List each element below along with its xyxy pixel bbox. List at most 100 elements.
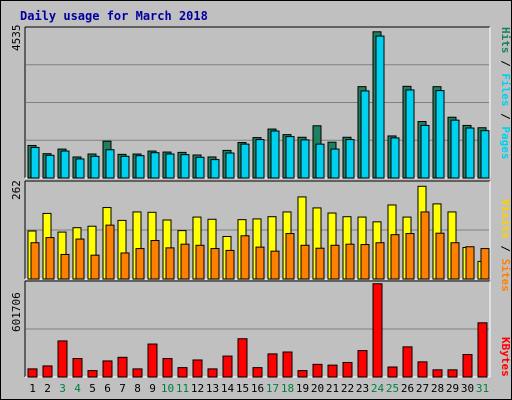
bar-top-files-day-31 xyxy=(480,130,490,179)
x-tick-label-day-21: 21 xyxy=(326,382,339,395)
bar-middle-sites-day-12 xyxy=(195,244,205,280)
bar-bottom-kbytes-day-1 xyxy=(27,368,38,378)
bar-top-files-day-19 xyxy=(300,139,310,179)
bar-top-files-day-24 xyxy=(375,35,385,179)
bar-top-files-day-4 xyxy=(75,158,85,179)
legend-hits: Hits xyxy=(499,27,512,54)
legend-separator: / xyxy=(499,107,512,127)
x-tick-label-day-2: 2 xyxy=(44,382,51,395)
x-tick-label-day-12: 12 xyxy=(191,382,204,395)
bar-middle-sites-day-2 xyxy=(45,237,55,280)
legend-separator: / xyxy=(499,54,512,74)
bar-top-files-day-21 xyxy=(330,148,340,179)
bar-middle-sites-day-9 xyxy=(150,240,160,280)
legend-files: Files xyxy=(499,73,512,106)
x-tick-label-day-23: 23 xyxy=(356,382,369,395)
legend-kbytes: KBytes xyxy=(499,337,512,377)
bar-top-files-day-1 xyxy=(30,146,40,179)
bar-top-files-day-12 xyxy=(195,156,205,179)
legend-sites: Sites xyxy=(499,259,512,292)
x-tick-label-day-1: 1 xyxy=(29,382,36,395)
x-tick-label-day-4: 4 xyxy=(74,382,81,395)
bar-middle-sites-day-20 xyxy=(315,247,325,280)
bar-bottom-kbytes-day-29 xyxy=(447,369,458,378)
bar-middle-sites-day-6 xyxy=(105,224,115,280)
bar-middle-sites-day-1 xyxy=(30,242,40,280)
bar-bottom-kbytes-day-26 xyxy=(402,346,413,378)
bar-middle-sites-day-15 xyxy=(240,235,250,280)
panel-middle-max-label: 262 xyxy=(10,180,23,200)
bar-middle-sites-day-31 xyxy=(480,248,490,280)
legend-visits: Visits xyxy=(499,199,512,239)
x-tick-label-day-22: 22 xyxy=(341,382,354,395)
x-tick-label-day-30: 30 xyxy=(461,382,474,395)
bar-top-files-day-10 xyxy=(165,153,175,179)
bar-middle-sites-day-26 xyxy=(405,233,415,280)
bar-bottom-kbytes-day-22 xyxy=(342,361,353,378)
bar-top-files-day-7 xyxy=(120,155,130,179)
panel-middle-legend: Visits / Sites xyxy=(499,199,512,292)
x-tick-label-day-11: 11 xyxy=(176,382,189,395)
bar-bottom-kbytes-day-14 xyxy=(222,355,233,378)
bar-middle-sites-day-13 xyxy=(210,248,220,280)
bar-middle-sites-day-5 xyxy=(90,254,100,280)
bar-middle-sites-day-18 xyxy=(285,233,295,280)
bar-middle-sites-day-4 xyxy=(75,238,85,280)
bar-bottom-kbytes-day-30 xyxy=(462,354,473,378)
bar-bottom-kbytes-day-9 xyxy=(147,343,158,378)
bar-middle-sites-day-17 xyxy=(270,250,280,280)
x-tick-label-day-13: 13 xyxy=(206,382,219,395)
x-tick-label-day-31: 31 xyxy=(476,382,489,395)
bar-middle-sites-day-24 xyxy=(375,242,385,280)
x-axis-labels: 1 2 3 4 5 6 7 8 9 10 11 12 13 14 15 16 17 18 19 20 21 22 23 24 2… xyxy=(29,382,489,395)
bar-bottom-kbytes-day-25 xyxy=(387,366,398,378)
panel-top-max-label: 4535 xyxy=(10,25,23,52)
bar-bottom-kbytes-day-27 xyxy=(417,361,428,378)
bar-bottom-kbytes-day-21 xyxy=(327,364,338,378)
bar-middle-sites-day-7 xyxy=(120,252,130,280)
x-tick-label-day-17: 17 xyxy=(266,382,279,395)
bar-middle-sites-day-25 xyxy=(390,234,400,280)
x-tick-label-day-24: 24 xyxy=(371,382,385,395)
x-tick-label-day-8: 8 xyxy=(134,382,141,395)
chart-title: Daily usage for March 2018 xyxy=(20,9,208,23)
bar-middle-sites-day-19 xyxy=(300,244,310,280)
x-tick-label-day-14: 14 xyxy=(221,382,235,395)
panel-bottom: 601706 KBytes xyxy=(10,280,512,378)
bar-bottom-kbytes-day-11 xyxy=(177,367,188,378)
bar-middle-sites-day-21 xyxy=(330,244,340,280)
x-tick-label-day-9: 9 xyxy=(149,382,156,395)
x-tick-label-day-18: 18 xyxy=(281,382,294,395)
x-tick-label-day-10: 10 xyxy=(161,382,174,395)
bar-middle-sites-day-29 xyxy=(450,242,460,280)
bar-top-files-day-30 xyxy=(465,127,475,179)
bar-middle-sites-day-30 xyxy=(465,246,475,280)
bar-top-files-day-22 xyxy=(345,139,355,179)
bar-top-files-day-23 xyxy=(360,90,370,179)
bar-bottom-kbytes-day-8 xyxy=(132,368,143,378)
bar-top-files-day-11 xyxy=(180,154,190,179)
bar-top-files-day-25 xyxy=(390,137,400,179)
bar-bottom-kbytes-day-6 xyxy=(102,360,113,378)
x-tick-label-day-6: 6 xyxy=(104,382,111,395)
bar-bottom-kbytes-day-3 xyxy=(57,340,68,378)
bar-bottom-kbytes-day-18 xyxy=(282,351,293,378)
bar-top-files-day-20 xyxy=(315,143,325,179)
bar-bottom-kbytes-day-24 xyxy=(372,283,383,378)
bar-bottom-kbytes-day-13 xyxy=(207,368,218,378)
bar-top-files-day-29 xyxy=(450,119,460,179)
bar-bottom-kbytes-day-12 xyxy=(192,359,203,378)
bar-top-files-day-5 xyxy=(90,155,100,179)
bar-top-files-day-13 xyxy=(210,159,220,179)
bar-top-files-day-26 xyxy=(405,89,415,179)
bar-bottom-kbytes-day-31 xyxy=(477,322,488,378)
bar-middle-sites-day-10 xyxy=(165,247,175,280)
bar-bottom-kbytes-day-28 xyxy=(432,369,443,378)
bar-bottom-kbytes-day-20 xyxy=(312,363,323,378)
x-tick-label-day-3: 3 xyxy=(59,382,66,395)
bar-middle-sites-day-14 xyxy=(225,249,235,280)
bar-bottom-kbytes-day-2 xyxy=(42,365,53,378)
bar-bottom-kbytes-day-10 xyxy=(162,358,173,378)
bar-bottom-kbytes-day-19 xyxy=(297,370,308,378)
